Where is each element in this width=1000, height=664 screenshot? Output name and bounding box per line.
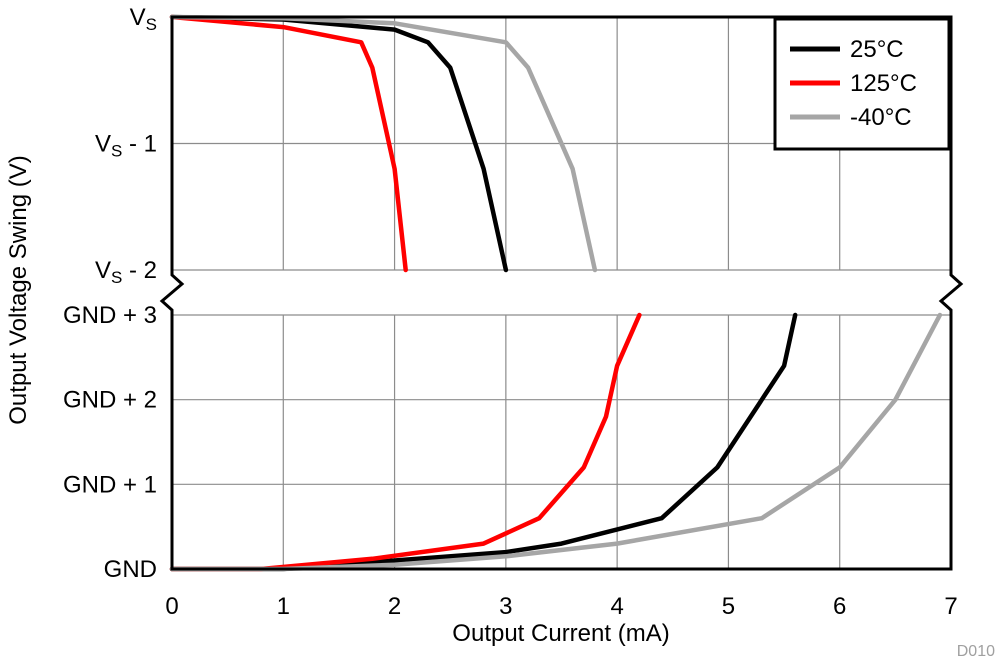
watermark: D010 [957,643,995,660]
x-tick-label: 5 [722,593,735,620]
y-tick-label: VS - 1 [95,131,157,161]
x-tick-label: 1 [277,593,290,620]
axis-break-left [159,270,185,315]
y-tick-label: GND [104,556,157,583]
axis-break-right [938,270,964,315]
y-tick-label: VS - 2 [95,257,157,287]
y-tick-label: GND + 1 [63,471,157,498]
x-tick-label: 2 [388,593,401,620]
x-tick-label: 6 [833,593,846,620]
legend-label: 25°C [850,36,904,63]
x-tick-label: 4 [610,593,623,620]
series-group [169,14,943,572]
x-tick-label: 3 [499,593,512,620]
y-tick-label: GND + 2 [63,387,157,414]
series-line-low-2 [169,312,943,572]
plot-frame [159,15,964,571]
tick-labels: 0 1 2 3 4 5 6 7 VS VS - 1 VS - 2 GND + 3 GND + 2 GND … [63,4,958,620]
frame-top [170,15,953,270]
y-tick-label: VS [130,4,157,34]
x-tick-label: 0 [165,593,178,620]
legend-label: 125°C [850,70,917,97]
series-line-low-1 [169,312,642,572]
frame-bottom [170,315,953,571]
x-axis-title: Output Current (mA) [452,620,669,647]
legend-label: -40°C [850,104,912,131]
x-tick-label: 7 [944,593,957,620]
series-line-high-1 [169,14,408,273]
y-tick-label: GND + 3 [63,302,157,329]
legend: 25°C 125°C -40°C [773,17,951,151]
y-axis-title: Output Voltage Swing (V) [5,155,32,424]
